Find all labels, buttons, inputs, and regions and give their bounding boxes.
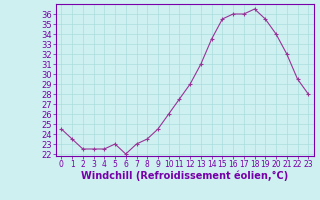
X-axis label: Windchill (Refroidissement éolien,°C): Windchill (Refroidissement éolien,°C)	[81, 171, 288, 181]
